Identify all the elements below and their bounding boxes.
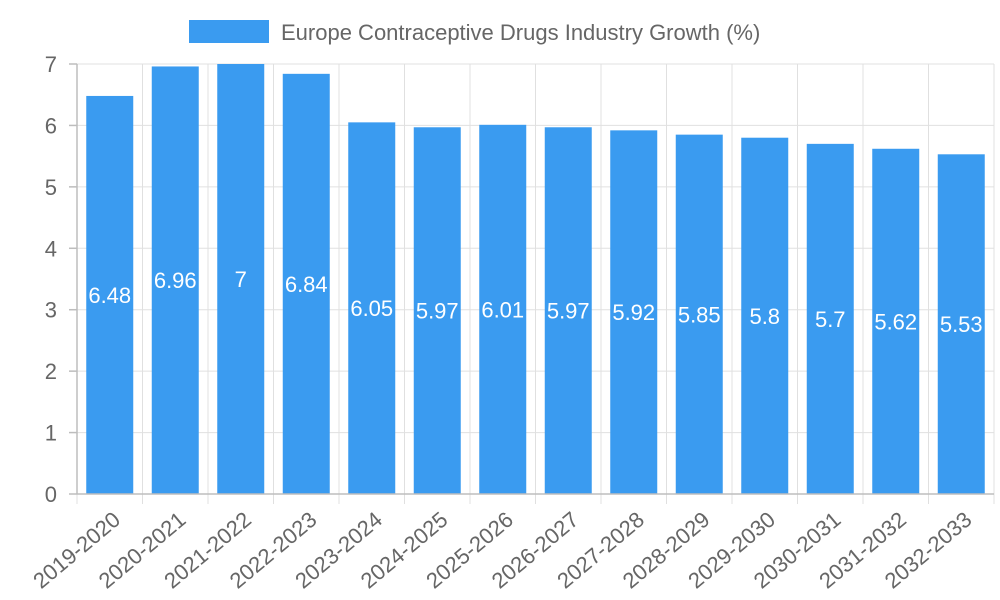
bar xyxy=(86,95,134,494)
bar xyxy=(479,124,527,495)
data-label: 7 xyxy=(235,267,247,292)
y-tick-label: 6 xyxy=(45,113,57,138)
bar xyxy=(937,154,985,495)
data-label: 5.7 xyxy=(815,307,846,332)
data-label: 6.96 xyxy=(154,268,197,293)
data-label: 5.53 xyxy=(940,312,983,337)
data-label: 5.92 xyxy=(612,300,655,325)
data-label: 6.48 xyxy=(88,283,131,308)
data-label: 6.05 xyxy=(350,296,393,321)
y-tick-label: 5 xyxy=(45,175,57,200)
y-tick-label: 3 xyxy=(45,298,57,323)
y-tick-label: 0 xyxy=(45,482,57,507)
bar xyxy=(806,143,854,494)
y-tick-label: 7 xyxy=(45,52,57,77)
bar xyxy=(872,148,920,494)
bar xyxy=(348,122,396,494)
data-label: 5.85 xyxy=(678,302,721,327)
legend-swatch xyxy=(189,20,269,43)
legend: Europe Contraceptive Drugs Industry Grow… xyxy=(189,20,760,45)
y-tick-label: 4 xyxy=(45,236,57,261)
bar xyxy=(675,134,723,494)
data-label: 5.8 xyxy=(749,304,780,329)
data-label: 5.97 xyxy=(416,299,459,324)
bar xyxy=(741,137,789,494)
data-label: 6.84 xyxy=(285,272,328,297)
legend-label: Europe Contraceptive Drugs Industry Grow… xyxy=(281,20,760,45)
data-label: 6.01 xyxy=(481,297,524,322)
bar xyxy=(413,127,461,495)
data-label: 5.97 xyxy=(547,299,590,324)
bar xyxy=(151,66,199,494)
y-tick-label: 1 xyxy=(45,421,57,446)
bar xyxy=(217,64,265,494)
bar xyxy=(282,73,330,494)
y-tick-label: 2 xyxy=(45,359,57,384)
bar xyxy=(610,130,658,495)
data-label: 5.62 xyxy=(874,309,917,334)
bar xyxy=(544,127,592,495)
